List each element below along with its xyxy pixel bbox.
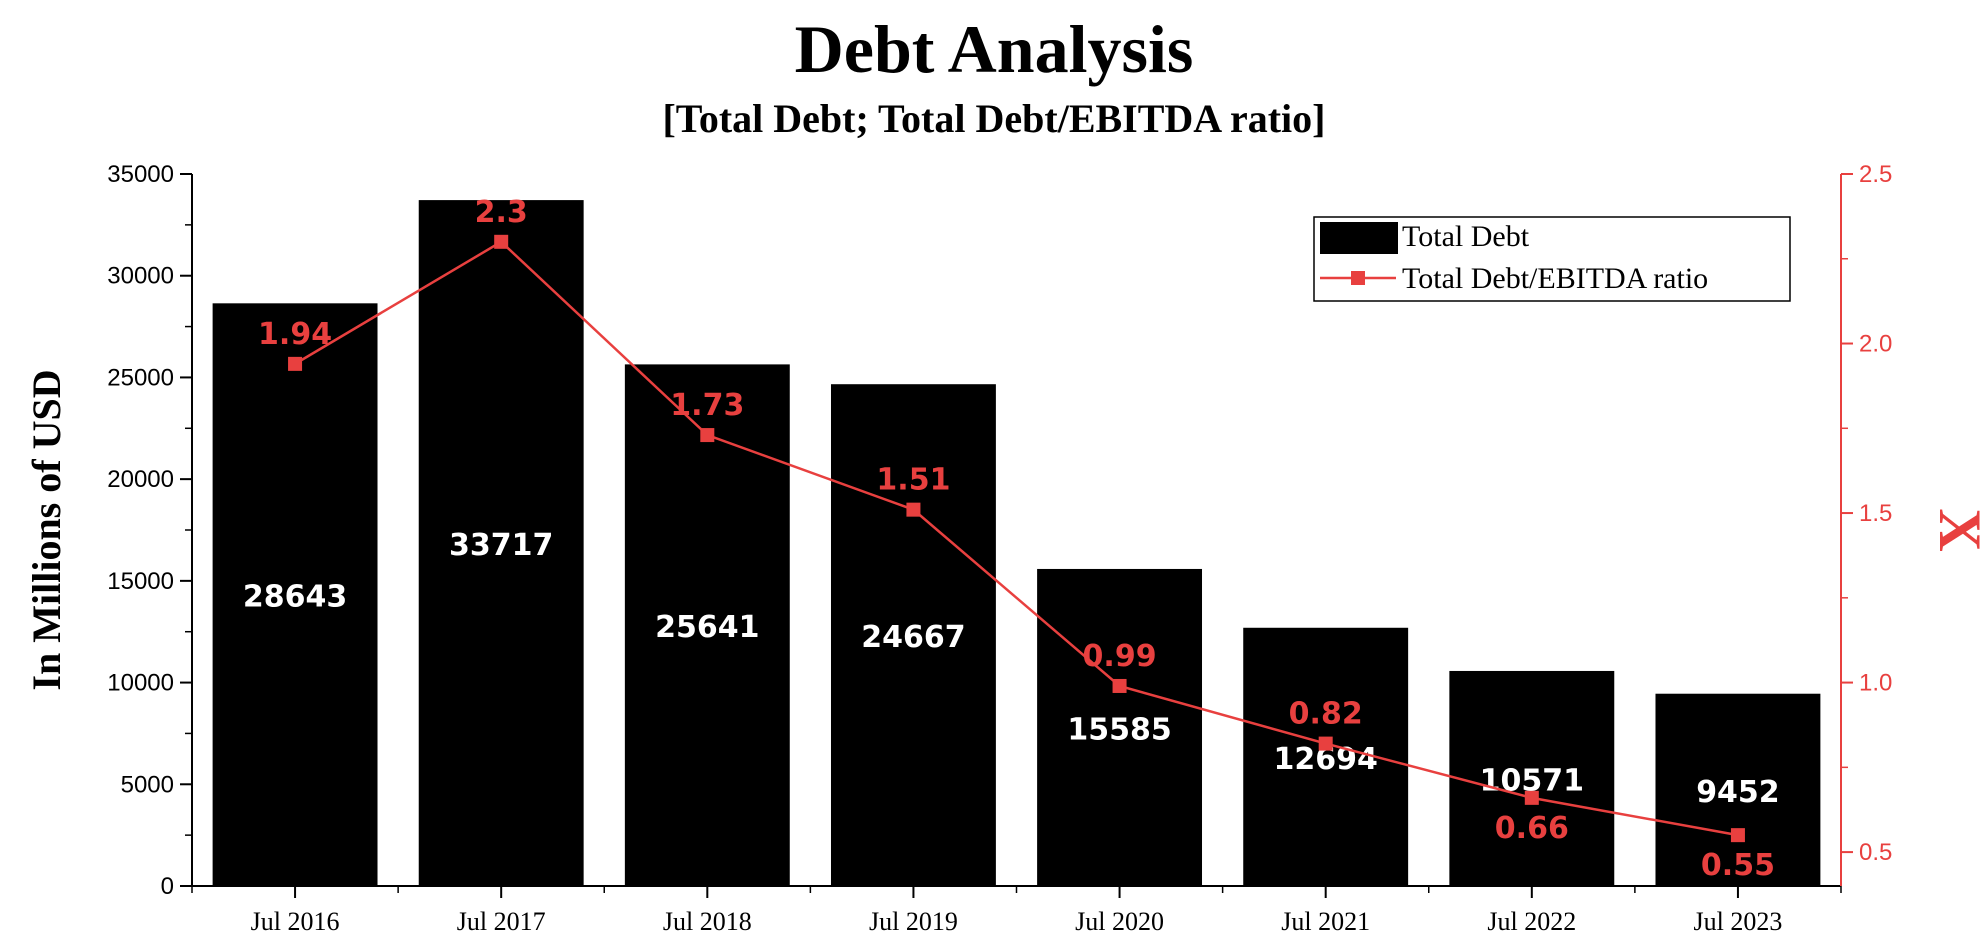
ratio-point-marker <box>1318 736 1333 751</box>
ratio-point-marker <box>1112 678 1127 693</box>
y-axis-right-label: X <box>1927 508 1988 551</box>
ratio-point-marker <box>494 234 509 249</box>
bar-value-label: 15585 <box>1067 712 1171 747</box>
x-tick-label: Jul 2021 <box>1281 907 1370 936</box>
ratio-value-label: 1.51 <box>876 463 950 498</box>
chart-subtitle: [Total Debt; Total Debt/EBITDA ratio] <box>662 96 1325 141</box>
y-right-tick-label: 2.0 <box>1859 331 1892 358</box>
ratio-value-label: 1.94 <box>258 317 332 352</box>
x-tick-label: Jul 2016 <box>251 907 340 936</box>
bar-total-debt <box>1655 693 1821 886</box>
bar-total-debt <box>830 384 996 886</box>
y-left-tick-label: 10000 <box>107 670 174 697</box>
legend-label-total-debt: Total Debt <box>1402 220 1530 253</box>
y-axis-left-label: In Millions of USD <box>24 369 69 690</box>
y-left-tick-label: 20000 <box>107 466 174 493</box>
y-right-tick-label: 2.5 <box>1859 161 1892 188</box>
ratio-point-marker <box>1524 790 1539 805</box>
ratio-value-label: 0.66 <box>1495 811 1569 846</box>
legend-swatch-total-debt <box>1320 222 1398 254</box>
x-tick-label: Jul 2018 <box>663 907 752 936</box>
y-left-tick-label: 15000 <box>107 568 174 595</box>
ratio-point-marker <box>1730 828 1745 843</box>
bar-value-label: 9452 <box>1696 775 1780 810</box>
ratio-value-label: 0.99 <box>1083 639 1157 674</box>
x-tick-label: Jul 2023 <box>1694 907 1783 936</box>
ratio-line-layer: 1.94 2.3 1.73 1.51 0.99 0.82 0.66 0.55 <box>258 195 1775 883</box>
bar-total-debt <box>418 200 584 887</box>
ratio-value-label: 2.3 <box>475 195 528 230</box>
ratio-point-marker <box>700 428 715 443</box>
bar-total-debt <box>624 364 790 886</box>
y-left-tick-label: 5000 <box>121 771 174 798</box>
ratio-point-marker <box>288 356 303 371</box>
bar-value-label: 25641 <box>655 610 759 645</box>
ratio-value-label: 0.82 <box>1289 697 1363 732</box>
legend-marker-ratio <box>1351 271 1365 285</box>
y-left-tick-label: 0 <box>161 873 174 900</box>
bar-value-label: 33717 <box>449 528 553 563</box>
bar-total-debt <box>1037 568 1203 886</box>
chart-title: Debt Analysis <box>795 11 1194 87</box>
y-right-tick-label: 1.0 <box>1859 670 1892 697</box>
bar-value-label: 28643 <box>243 580 347 615</box>
ticks-layer: 0 5000 10000 15000 20000 25000 30000 35000 0.5 1.… <box>107 161 1892 936</box>
x-tick-label: Jul 2022 <box>1487 907 1576 936</box>
bar-value-label: 24667 <box>861 620 965 655</box>
x-tick-label: Jul 2017 <box>457 907 546 936</box>
y-left-tick-label: 25000 <box>107 364 174 391</box>
y-left-tick-label: 35000 <box>107 161 174 188</box>
y-left-tick-label: 30000 <box>107 263 174 290</box>
ratio-value-label: 0.55 <box>1701 848 1775 883</box>
bar-total-debt <box>212 303 378 886</box>
ratio-value-label: 1.73 <box>670 388 744 423</box>
legend-label-ratio: Total Debt/EBITDA ratio <box>1402 262 1708 295</box>
bar-total-debt <box>1449 670 1615 886</box>
y-right-tick-label: 0.5 <box>1859 839 1892 866</box>
y-right-tick-label: 1.5 <box>1859 500 1892 527</box>
x-tick-label: Jul 2019 <box>869 907 958 936</box>
x-tick-label: Jul 2020 <box>1075 907 1164 936</box>
ratio-point-marker <box>906 502 921 517</box>
ratio-series-line <box>294 240 1739 837</box>
legend: Total Debt Total Debt/EBITDA ratio <box>1313 216 1791 302</box>
